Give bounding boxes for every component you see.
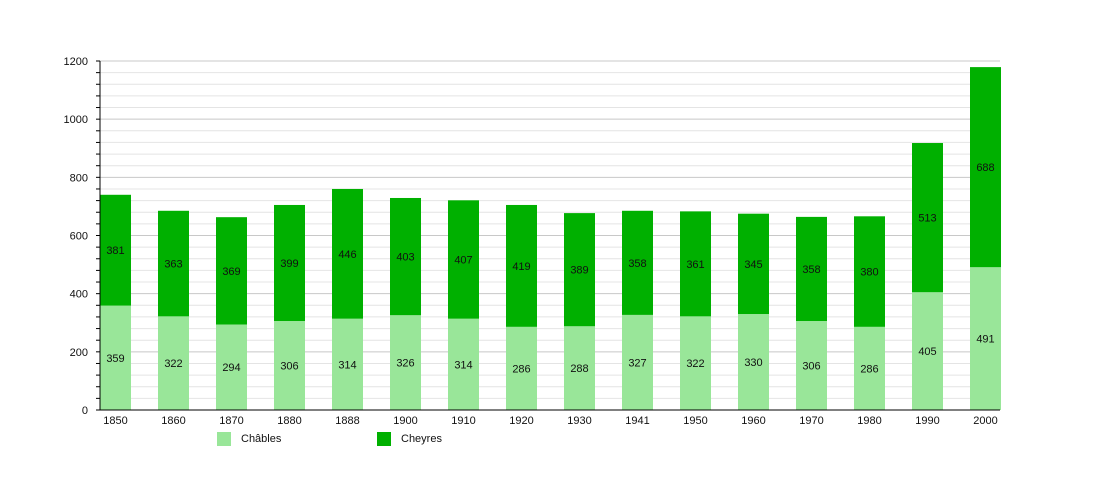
- bar-cheyres-1900: [390, 197, 421, 316]
- legend-label-cheyres: Cheyres: [401, 433, 442, 445]
- bar-chables-1888: [332, 318, 363, 410]
- x-tick-label: 1950: [683, 415, 707, 427]
- data-label-chables-1870: 294: [222, 362, 240, 374]
- y-tick-label: 600: [70, 231, 88, 243]
- x-tick-label: 1941: [625, 415, 649, 427]
- bar-cheyres-1950: [680, 211, 711, 317]
- x-tick-label: 2000: [973, 415, 997, 427]
- bar-chables-1930: [564, 326, 595, 410]
- data-label-cheyres-1930: 389: [570, 265, 588, 277]
- data-label-cheyres-1980: 380: [860, 267, 878, 279]
- bar-chables-1990: [912, 292, 943, 410]
- y-tick-label: 400: [70, 289, 88, 301]
- legend-item-cheyres: Cheyres: [377, 432, 442, 446]
- bar-chables-2000: [970, 267, 1001, 410]
- x-tick-label: 1990: [915, 415, 939, 427]
- data-label-chables-1880: 306: [280, 361, 298, 373]
- bar-cheyres-1920: [506, 204, 537, 327]
- bar-chables-1860: [158, 316, 189, 410]
- data-label-chables-1860: 322: [164, 358, 182, 370]
- data-label-cheyres-1960: 345: [744, 259, 762, 271]
- x-tick-label: 1970: [799, 415, 823, 427]
- legend-swatch-cheyres: [377, 432, 391, 446]
- bar-cheyres-1930: [564, 213, 595, 327]
- data-label-chables-1960: 330: [744, 357, 762, 369]
- bar-cheyres-1990: [912, 143, 943, 293]
- data-label-cheyres-1970: 358: [802, 264, 820, 276]
- bar-chables-1880: [274, 321, 305, 410]
- bar-cheyres-1910: [448, 200, 479, 319]
- data-label-chables-1910: 314: [454, 359, 472, 371]
- bar-chables-1850: [100, 305, 131, 410]
- data-label-chables-1950: 322: [686, 358, 704, 370]
- x-tick-label: 1870: [219, 415, 243, 427]
- data-label-cheyres-2000: 688: [976, 162, 994, 174]
- legend-swatch-chables: [217, 432, 231, 446]
- data-label-cheyres-1888: 446: [338, 249, 356, 261]
- bar-cheyres-1960: [738, 213, 769, 315]
- bar-cheyres-1880: [274, 204, 305, 322]
- x-tick-label: 1880: [277, 415, 301, 427]
- bar-chables-1980: [854, 326, 885, 410]
- bar-chables-1941: [622, 314, 653, 410]
- legend-item-chables: Châbles: [217, 432, 281, 446]
- bar-chables-1900: [390, 315, 421, 410]
- x-tick-label: 1910: [451, 415, 475, 427]
- y-tick-label: 800: [70, 172, 88, 184]
- data-label-chables-2000: 491: [976, 334, 994, 346]
- x-tick-label: 1980: [857, 415, 881, 427]
- bar-cheyres-1980: [854, 216, 885, 327]
- bar-chables-1920: [506, 326, 537, 410]
- data-label-cheyres-1941: 358: [628, 258, 646, 270]
- x-tick-label: 1930: [567, 415, 591, 427]
- y-tick-label: 1200: [64, 56, 88, 68]
- x-tick-label: 1888: [335, 415, 359, 427]
- legend-label-chables: Châbles: [241, 433, 282, 445]
- bar-chables-1910: [448, 318, 479, 410]
- data-label-chables-1980: 286: [860, 363, 878, 375]
- data-label-chables-1888: 314: [338, 359, 356, 371]
- data-label-cheyres-1910: 407: [454, 254, 472, 266]
- data-label-chables-1941: 327: [628, 357, 646, 369]
- data-label-chables-1920: 286: [512, 363, 530, 375]
- data-label-cheyres-1870: 369: [222, 266, 240, 278]
- bar-cheyres-2000: [970, 67, 1001, 268]
- y-tick-label: 1000: [64, 114, 88, 126]
- data-label-cheyres-1860: 363: [164, 259, 182, 271]
- bar-cheyres-1970: [796, 216, 827, 322]
- bar-cheyres-1941: [622, 210, 653, 315]
- data-label-chables-1990: 405: [918, 346, 936, 358]
- data-label-cheyres-1920: 419: [512, 261, 530, 273]
- x-tick-label: 1900: [393, 415, 417, 427]
- x-tick-label: 1920: [509, 415, 533, 427]
- bar-cheyres-1870: [216, 217, 247, 325]
- data-label-chables-1850: 359: [106, 353, 124, 365]
- bar-chables-1870: [216, 324, 247, 410]
- bar-cheyres-1850: [100, 194, 131, 306]
- y-tick-label: 200: [70, 347, 88, 359]
- bar-chables-1960: [738, 314, 769, 410]
- data-label-cheyres-1880: 399: [280, 258, 298, 270]
- y-tick-label: 0: [82, 405, 88, 417]
- bar-cheyres-1860: [158, 210, 189, 317]
- bar-chables-1970: [796, 321, 827, 410]
- data-label-cheyres-1900: 403: [396, 252, 414, 264]
- data-label-cheyres-1850: 381: [106, 245, 124, 257]
- bar-cheyres-1888: [332, 188, 363, 319]
- data-label-chables-1900: 326: [396, 358, 414, 370]
- data-label-cheyres-1990: 513: [918, 213, 936, 225]
- data-label-cheyres-1950: 361: [686, 259, 704, 271]
- data-label-chables-1970: 306: [802, 361, 820, 373]
- x-tick-label: 1960: [741, 415, 765, 427]
- x-tick-label: 1860: [161, 415, 185, 427]
- bar-chables-1950: [680, 316, 711, 410]
- x-tick-label: 1850: [103, 415, 127, 427]
- data-label-chables-1930: 288: [570, 363, 588, 375]
